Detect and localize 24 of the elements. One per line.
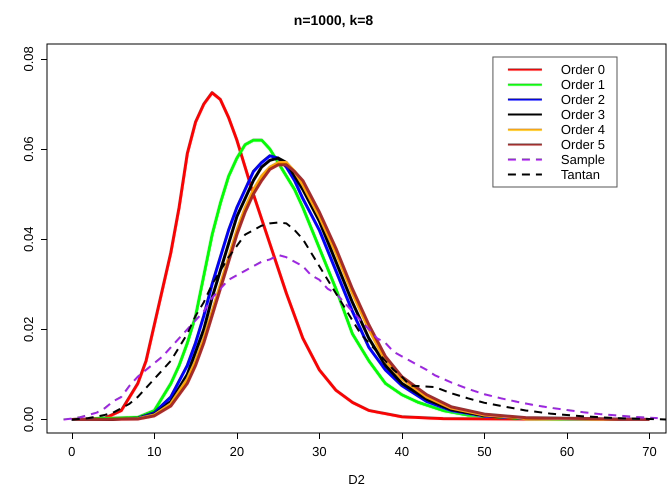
legend-label: Order 2 <box>560 92 605 107</box>
y-tick-label: 0.00 <box>21 406 36 432</box>
x-tick-label: 30 <box>312 444 327 459</box>
chart-title: n=1000, k=8 <box>294 12 374 28</box>
legend-label: Order 3 <box>560 107 605 122</box>
line-series <box>62 254 659 420</box>
y-tick-label: 0.04 <box>21 226 36 252</box>
x-tick-label: 40 <box>394 444 410 459</box>
x-tick-label: 50 <box>477 444 492 459</box>
x-tick-label: 10 <box>147 444 162 459</box>
legend-label: Sample <box>560 152 605 167</box>
y-tick-label: 0.06 <box>21 136 36 162</box>
x-tick-label: 20 <box>230 444 244 459</box>
legend-label: Order 5 <box>560 137 605 152</box>
legend-label: Order 4 <box>560 122 605 137</box>
x-tick-label: 70 <box>642 444 657 459</box>
y-tick-label: 0.02 <box>21 316 36 342</box>
x-tick-label: 0 <box>68 444 76 459</box>
y-tick-label: 0.08 <box>21 46 36 72</box>
x-axis-title: D2 <box>348 472 365 487</box>
legend-label: Order 1 <box>560 77 605 92</box>
x-tick-label: 60 <box>560 444 574 459</box>
legend-label: Order 0 <box>560 62 605 77</box>
legend-label: Tantan <box>560 167 600 182</box>
